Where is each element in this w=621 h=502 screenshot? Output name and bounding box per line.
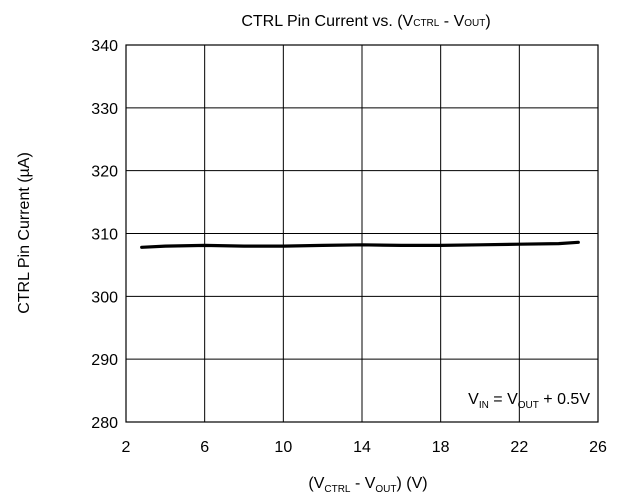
y-tick-label: 280	[91, 415, 118, 432]
x-tick-label: 6	[200, 439, 209, 456]
x-tick-label: 10	[274, 439, 292, 456]
y-tick-label: 330	[91, 101, 118, 118]
x-tick-label: 26	[589, 439, 607, 456]
x-tick-label: 2	[122, 439, 131, 456]
y-tick-labels: 280 290 300 310 320 330 340	[91, 38, 118, 432]
grid	[126, 45, 598, 422]
chart-title: CTRL Pin Current vs. (VCTRL - VOUT)	[241, 13, 490, 30]
y-tick-label: 340	[91, 38, 118, 55]
y-tick-label: 300	[91, 289, 118, 306]
x-tick-label: 14	[353, 439, 371, 456]
series-line	[140, 240, 580, 249]
series-layer	[140, 240, 580, 249]
annotation-condition: VIN = VOUT + 0.5V	[468, 391, 590, 411]
y-axis-label: CTRL Pin Current (µA)	[16, 152, 33, 314]
plot-area-frame	[125, 44, 599, 423]
x-tick-labels: 2 6 10 14 18 22 26	[122, 439, 607, 456]
x-axis-label: (VCTRL - VOUT) (V)	[308, 475, 427, 495]
y-tick-label: 310	[91, 227, 118, 244]
y-tick-label: 290	[91, 352, 118, 369]
x-tick-label: 18	[432, 439, 450, 456]
y-tick-label: 320	[91, 164, 118, 181]
x-tick-label: 22	[510, 439, 528, 456]
